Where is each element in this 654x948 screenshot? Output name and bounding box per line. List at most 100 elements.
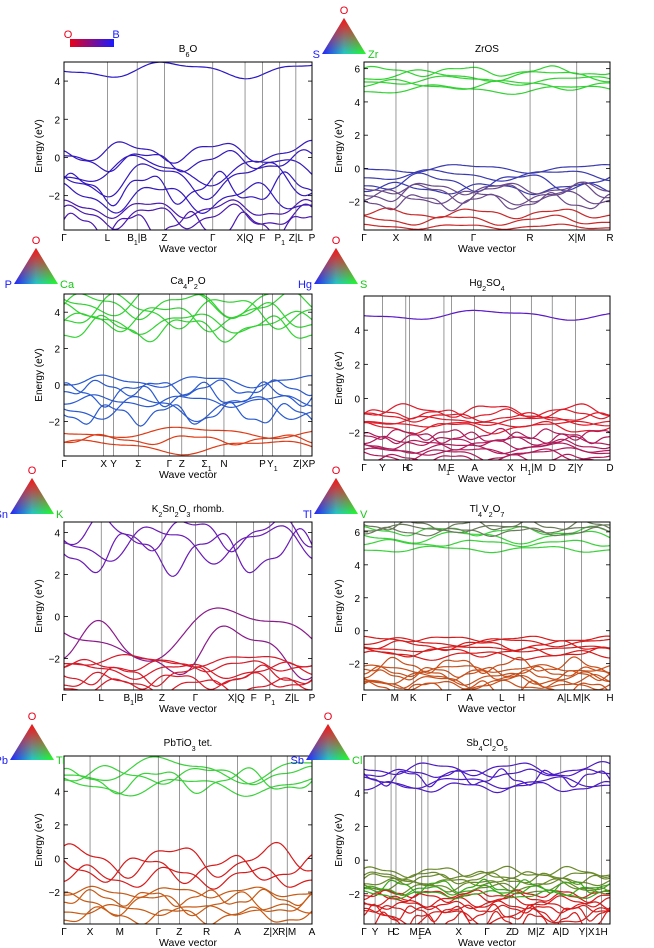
band-line — [364, 673, 610, 690]
kpoint-label: Γ — [61, 927, 67, 938]
x-axis-label: Wave vector — [458, 243, 516, 255]
legend-triangle-overlay — [306, 724, 350, 760]
kpoint-label: X — [87, 927, 94, 938]
y-tick-label: 0 — [54, 854, 60, 865]
band-line — [64, 522, 312, 553]
y-axis-label: Energy (eV) — [34, 579, 45, 632]
band-line — [364, 214, 610, 226]
kpoint-label: L — [499, 693, 505, 704]
kpoint-label: P1 — [274, 233, 285, 247]
band-line — [64, 374, 312, 389]
kpoint-label: P — [309, 459, 316, 470]
band-line — [364, 664, 610, 674]
panel-title: ZrOS — [475, 44, 499, 55]
band-panel: Γ L B1|B Z Γ X|Q F P1 Z|L P −2 0 2 4 K2Sn2O3 rhomb. Wav… — [0, 465, 316, 715]
y-tick-label: −2 — [349, 429, 361, 440]
band-line — [364, 75, 610, 86]
y-tick-label: 6 — [354, 528, 360, 539]
y-tick-label: 4 — [54, 77, 60, 88]
legend-triangle-overlay — [314, 248, 358, 284]
panel-title: PbTiO3 tet. — [164, 738, 213, 753]
band-panel: Γ M K Γ A L H A|L M|K H −2 0 2 4 6 Tl4V2O7 Wave vector En… — [303, 465, 614, 715]
y-tick-label: −2 — [49, 417, 61, 428]
kpoint-label: A|L — [557, 693, 572, 704]
y-axis-label: Energy (eV) — [334, 351, 345, 404]
band-line — [64, 210, 312, 230]
y-tick-label: 2 — [54, 571, 60, 582]
legend-right-label: Cl — [352, 755, 362, 767]
kpoint-label: Σ — [135, 459, 141, 470]
band-line — [64, 888, 312, 907]
kpoint-label: A|D — [553, 927, 570, 938]
color-legend: O Pb Ti — [0, 711, 65, 767]
band-line — [364, 189, 610, 206]
legend-top-label: O — [324, 711, 333, 723]
kpoint-label: M — [424, 233, 432, 244]
kpoint-label: R — [606, 233, 613, 244]
y-tick-label: −2 — [49, 192, 61, 203]
y-axis-label: Energy (eV) — [334, 119, 345, 172]
kpoint-label: Z — [159, 693, 165, 704]
kpoint-label: Z|Y — [568, 463, 584, 474]
band-line — [64, 885, 312, 899]
kpoint-label: Γ — [61, 693, 67, 704]
bands — [364, 65, 610, 230]
band-line — [64, 854, 312, 885]
legend-triangle-overlay — [14, 248, 58, 284]
band-line — [64, 181, 312, 215]
band-line — [64, 198, 312, 220]
kpoint-label: X — [100, 459, 107, 470]
kpoint-label: H — [518, 693, 525, 704]
kpoint-label: X|Q — [237, 233, 254, 244]
legend-right-label: Zr — [368, 49, 379, 61]
kpoint-label: P — [259, 459, 266, 470]
band-line — [364, 65, 610, 78]
x-axis-label: Wave vector — [458, 937, 516, 948]
band-line — [364, 545, 610, 554]
legend-left-label: Tl — [303, 509, 312, 521]
legend-triangle-overlay — [322, 18, 366, 54]
kpoint-label: P — [309, 693, 316, 704]
y-tick-label: 2 — [354, 594, 360, 605]
color-legend: O P Ca — [5, 235, 75, 291]
band-line — [64, 139, 312, 164]
band-line — [64, 294, 312, 321]
band-line — [364, 665, 610, 679]
kpoint-label: H1|M — [520, 463, 542, 477]
plot-frame — [63, 755, 313, 925]
band-line — [364, 680, 609, 690]
kpoint-label: A — [471, 463, 478, 474]
legend-top-label: O — [28, 711, 37, 723]
kpoint-label: Y1 — [267, 459, 278, 473]
x-axis-label: Wave vector — [458, 473, 516, 485]
band-line — [64, 395, 312, 423]
kpoint-label: Γ — [155, 927, 161, 938]
band-line — [364, 164, 610, 174]
band-line — [64, 527, 312, 577]
kpoint-label: E — [418, 927, 425, 938]
y-tick-label: 2 — [54, 345, 60, 356]
band-line — [364, 522, 610, 532]
kpoint-label: L — [105, 233, 111, 244]
kpoint-label: Γ — [484, 927, 490, 938]
panel-title: Ca4P2O — [170, 276, 205, 291]
kpoint-label: F — [251, 693, 257, 704]
legend-top-label: O — [332, 235, 341, 247]
kpoint-label: M1 — [438, 463, 450, 477]
kpoint-label: N — [220, 459, 227, 470]
kpoint-label: Z|L — [285, 693, 300, 704]
y-tick-label: 4 — [354, 789, 360, 800]
bands — [64, 522, 312, 690]
band-line — [64, 62, 312, 80]
legend-right-label: S — [360, 279, 367, 291]
kpoint-label: Γ — [471, 233, 477, 244]
y-tick-label: −2 — [349, 198, 361, 209]
kpoint-label: A — [466, 693, 473, 704]
band-line — [64, 677, 312, 690]
band-line — [364, 207, 610, 220]
legend-gradient-bar — [70, 39, 114, 47]
kpoint-label: M1 — [410, 927, 422, 941]
legend-right-label: K — [56, 509, 64, 521]
kpoint-label: X — [455, 927, 462, 938]
